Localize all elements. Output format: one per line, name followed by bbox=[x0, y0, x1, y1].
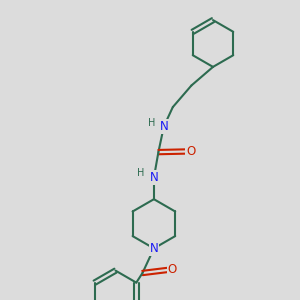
Text: H: H bbox=[148, 118, 155, 128]
Text: N: N bbox=[149, 242, 158, 255]
Text: N: N bbox=[159, 120, 168, 133]
Text: H: H bbox=[137, 168, 144, 178]
Text: O: O bbox=[186, 145, 195, 158]
Text: O: O bbox=[168, 263, 177, 277]
Text: N: N bbox=[149, 171, 158, 184]
